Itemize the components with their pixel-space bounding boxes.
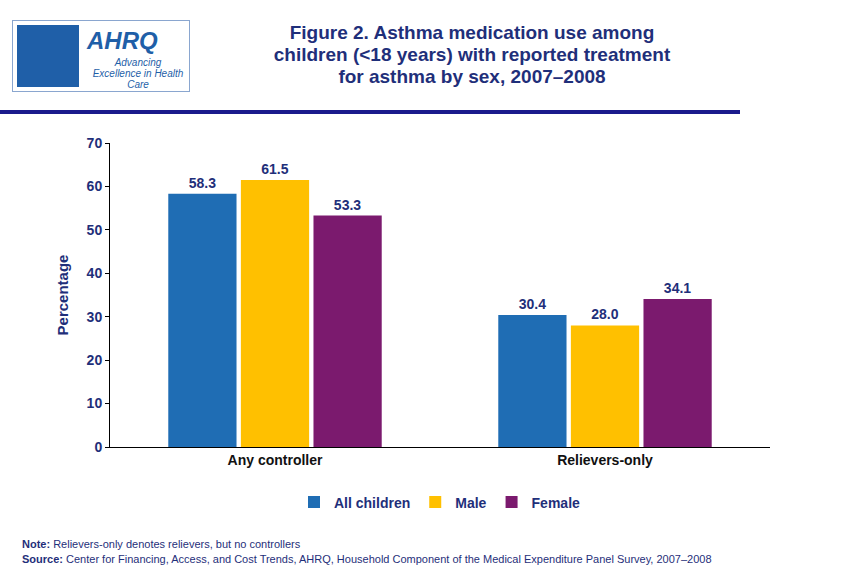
html-text:Figure 2. Asthma medication us: Figure 2. Asthma medication use among ch… [273,22,671,87]
svg-text:Male: Male [455,495,486,511]
html-text:AHRQ: AHRQ [87,27,158,54]
svg-text:20: 20 [87,352,103,368]
svg-text:30: 30 [87,309,103,325]
svg-text:Percentage: Percentage [54,255,71,336]
svg-text:All children: All children [334,495,410,511]
html-text:Advancing Excellence in Health: Advancing Excellence in Health Care [92,57,184,90]
svg-text:53.3: 53.3 [334,197,361,213]
svg-text:28.0: 28.0 [591,306,618,322]
svg-text:61.5: 61.5 [261,161,288,177]
svg-text:58.3: 58.3 [189,175,216,191]
svg-text:60: 60 [87,178,103,194]
svg-text:50: 50 [87,222,103,238]
svg-text:10: 10 [87,395,103,411]
svg-text:40: 40 [87,265,103,281]
html-text:Note: Relievers-only denotes r: Note: Relievers-only denotes relievers, … [22,538,301,550]
svg-text:30.4: 30.4 [519,296,546,312]
svg-text:70: 70 [87,135,103,151]
html-text:Source: Center for Financing,: Source: Center for Financing, Access, an… [22,553,712,565]
svg-text:Any controller: Any controller [228,452,323,468]
svg-text:Female: Female [532,495,580,511]
svg-text:0: 0 [94,439,102,455]
svg-text:34.1: 34.1 [664,280,691,296]
svg-text:Relievers-only: Relievers-only [557,452,653,468]
